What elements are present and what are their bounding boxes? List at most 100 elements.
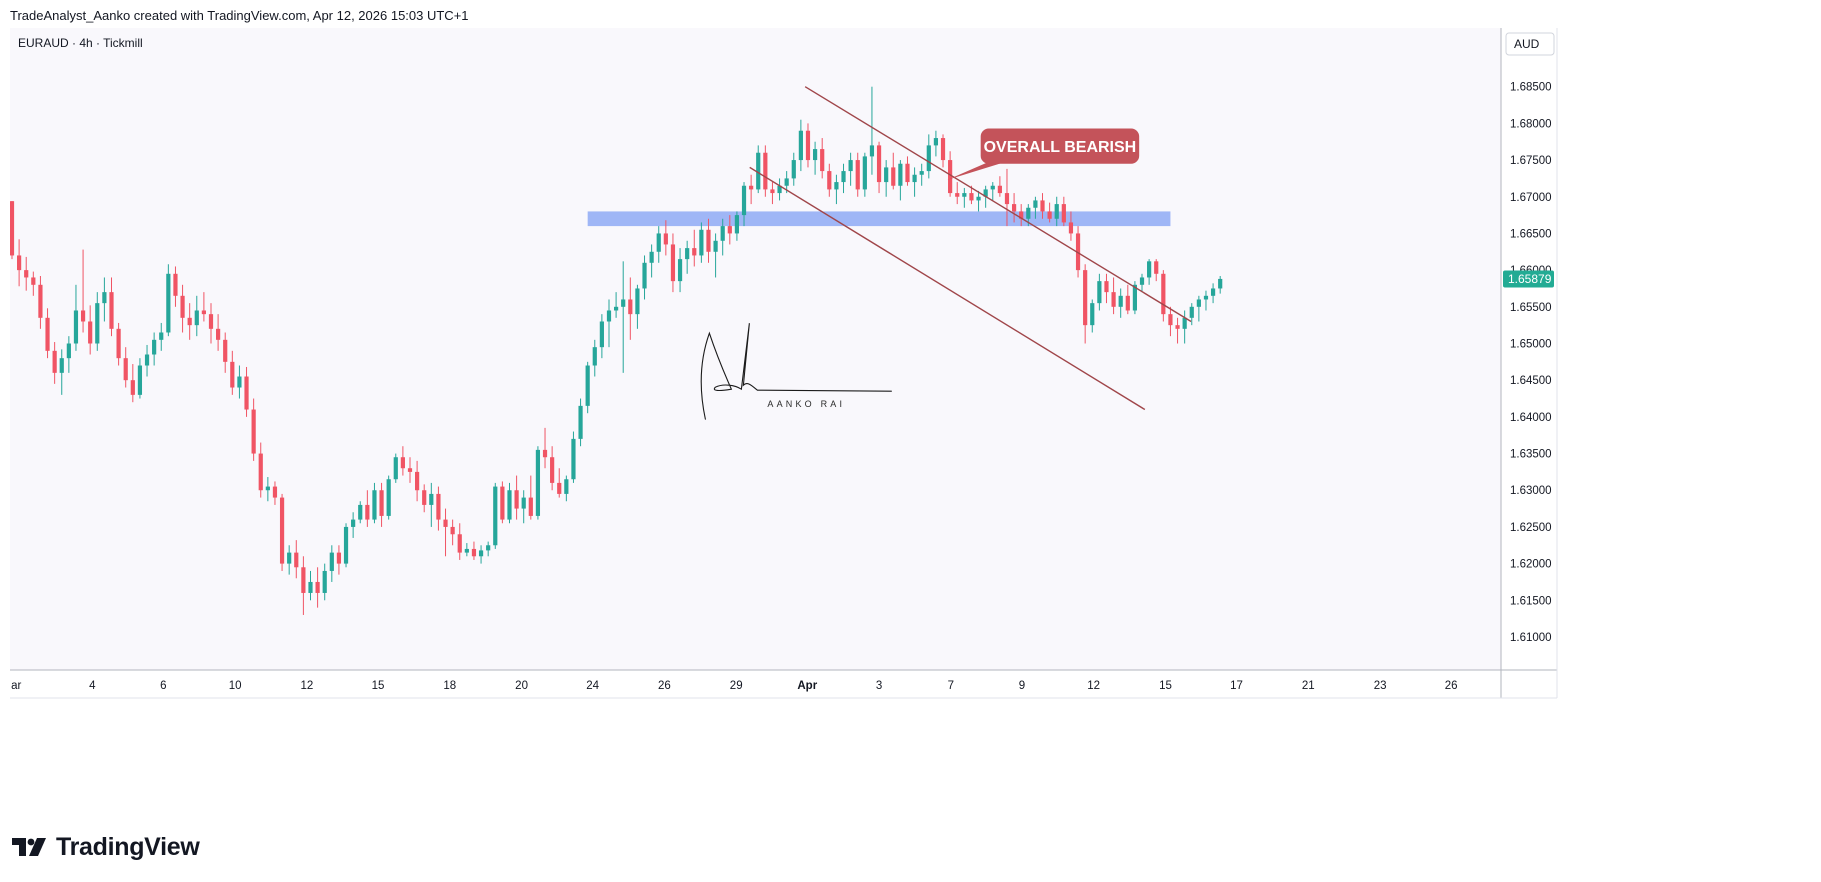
candle (528, 475, 533, 520)
candle-body-up (791, 160, 796, 179)
candle (1175, 317, 1180, 344)
candle-body-up (571, 438, 576, 480)
candle-body-down (258, 453, 263, 491)
candle-body-up (95, 303, 100, 344)
candle (500, 481, 505, 524)
candle (52, 342, 57, 384)
time-tick-label: ar (11, 680, 21, 692)
candle (940, 134, 946, 168)
candle (905, 156, 910, 186)
candle (95, 292, 100, 351)
candle-body-down (294, 552, 299, 568)
price-tick-label: 1.63000 (1510, 485, 1552, 497)
candle (542, 427, 548, 469)
candle-body-down (905, 163, 910, 183)
candle-body-up (784, 178, 789, 186)
candle-body-down (450, 526, 455, 535)
candle (1083, 264, 1088, 344)
candle-body-down (201, 310, 206, 315)
price-tick-label: 1.68500 (1510, 82, 1552, 94)
candle (1210, 283, 1216, 304)
candle-body-down (109, 292, 114, 329)
candle (613, 292, 619, 318)
candle-body-up (798, 130, 803, 161)
candle-body-up (159, 332, 164, 340)
time-tick-label: 23 (1374, 680, 1387, 692)
candle-body-down (1111, 292, 1116, 307)
candle (763, 145, 768, 197)
candle (521, 490, 526, 524)
candle-body-up (464, 548, 469, 553)
candle-body-down (1068, 222, 1074, 234)
candle-body-up (1218, 278, 1223, 289)
time-tick-label: 26 (1445, 680, 1458, 692)
time-tick-label: 10 (229, 680, 242, 692)
time-tick-label: 29 (730, 680, 743, 692)
candle-body-up (713, 240, 718, 252)
currency-box[interactable] (1505, 32, 1555, 56)
candle-body-up (685, 248, 690, 260)
candle (571, 431, 576, 483)
candle-body-down (17, 255, 22, 271)
candle (699, 222, 704, 263)
candle-body-down (948, 160, 953, 194)
candle-body-down (940, 138, 946, 161)
chart-plot-area[interactable] (10, 28, 1501, 670)
candle (997, 176, 1002, 197)
candle (919, 163, 924, 186)
price-tick-label: 1.62000 (1510, 559, 1552, 571)
candle (38, 275, 43, 329)
price-axis-area[interactable] (1501, 28, 1557, 670)
candle (578, 398, 583, 447)
candle (450, 519, 455, 546)
symbol-label[interactable]: EURAUD · 4h · Tickmill (18, 36, 143, 50)
support-resistance-zone[interactable] (587, 211, 1171, 227)
candle (478, 545, 484, 564)
candle-body-down (336, 552, 342, 564)
candle (770, 182, 775, 205)
candle (144, 344, 150, 377)
candle (550, 446, 555, 491)
candle-body-down (663, 233, 668, 245)
time-tick-label: 24 (586, 680, 599, 692)
candle (194, 295, 199, 337)
tradingview-logo[interactable]: TradingView (12, 832, 200, 862)
candle (869, 86, 875, 175)
time-axis[interactable]: ar 4 6 10 12 15 18 20 24 26 29 Apr 3 7 9 12 15 17 21 23 26 (11, 680, 1457, 692)
candle-body-down (52, 350, 57, 373)
candle-body-down (855, 160, 860, 190)
channel-lower-line[interactable] (749, 166, 1146, 411)
candle (365, 490, 370, 527)
candle (898, 160, 903, 201)
candle-body-up (869, 145, 875, 157)
candle (429, 482, 434, 527)
candle-body-up (486, 545, 491, 551)
candle (1196, 295, 1201, 322)
callout[interactable]: OVERALL BEARISH (947, 128, 1140, 180)
signature-stroke (700, 323, 892, 420)
candle (749, 174, 754, 205)
callout-pointer (947, 162, 1003, 180)
candle-body-down (24, 270, 29, 278)
candle-body-up (585, 365, 590, 406)
candle (102, 277, 107, 322)
candle (1104, 273, 1109, 304)
annotations-layer: OVERALL BEARISH AANKO RAI (700, 86, 1192, 420)
candle-body-up (265, 486, 270, 491)
channel-upper-line[interactable] (804, 86, 1192, 323)
candle-body-down (1161, 273, 1166, 315)
candle-body-down (1175, 325, 1180, 329)
candle-body-up (329, 552, 334, 571)
candle (1189, 303, 1194, 326)
price-tick-label: 1.61000 (1510, 632, 1552, 644)
candle (31, 271, 36, 296)
candle-body-down (315, 581, 320, 593)
candle-body-up (635, 288, 640, 315)
candle (237, 365, 242, 399)
candle (791, 152, 796, 186)
currency-label: AUD (1514, 37, 1540, 51)
candle (628, 277, 633, 340)
candle-body-up (962, 193, 967, 197)
candle (969, 185, 974, 205)
